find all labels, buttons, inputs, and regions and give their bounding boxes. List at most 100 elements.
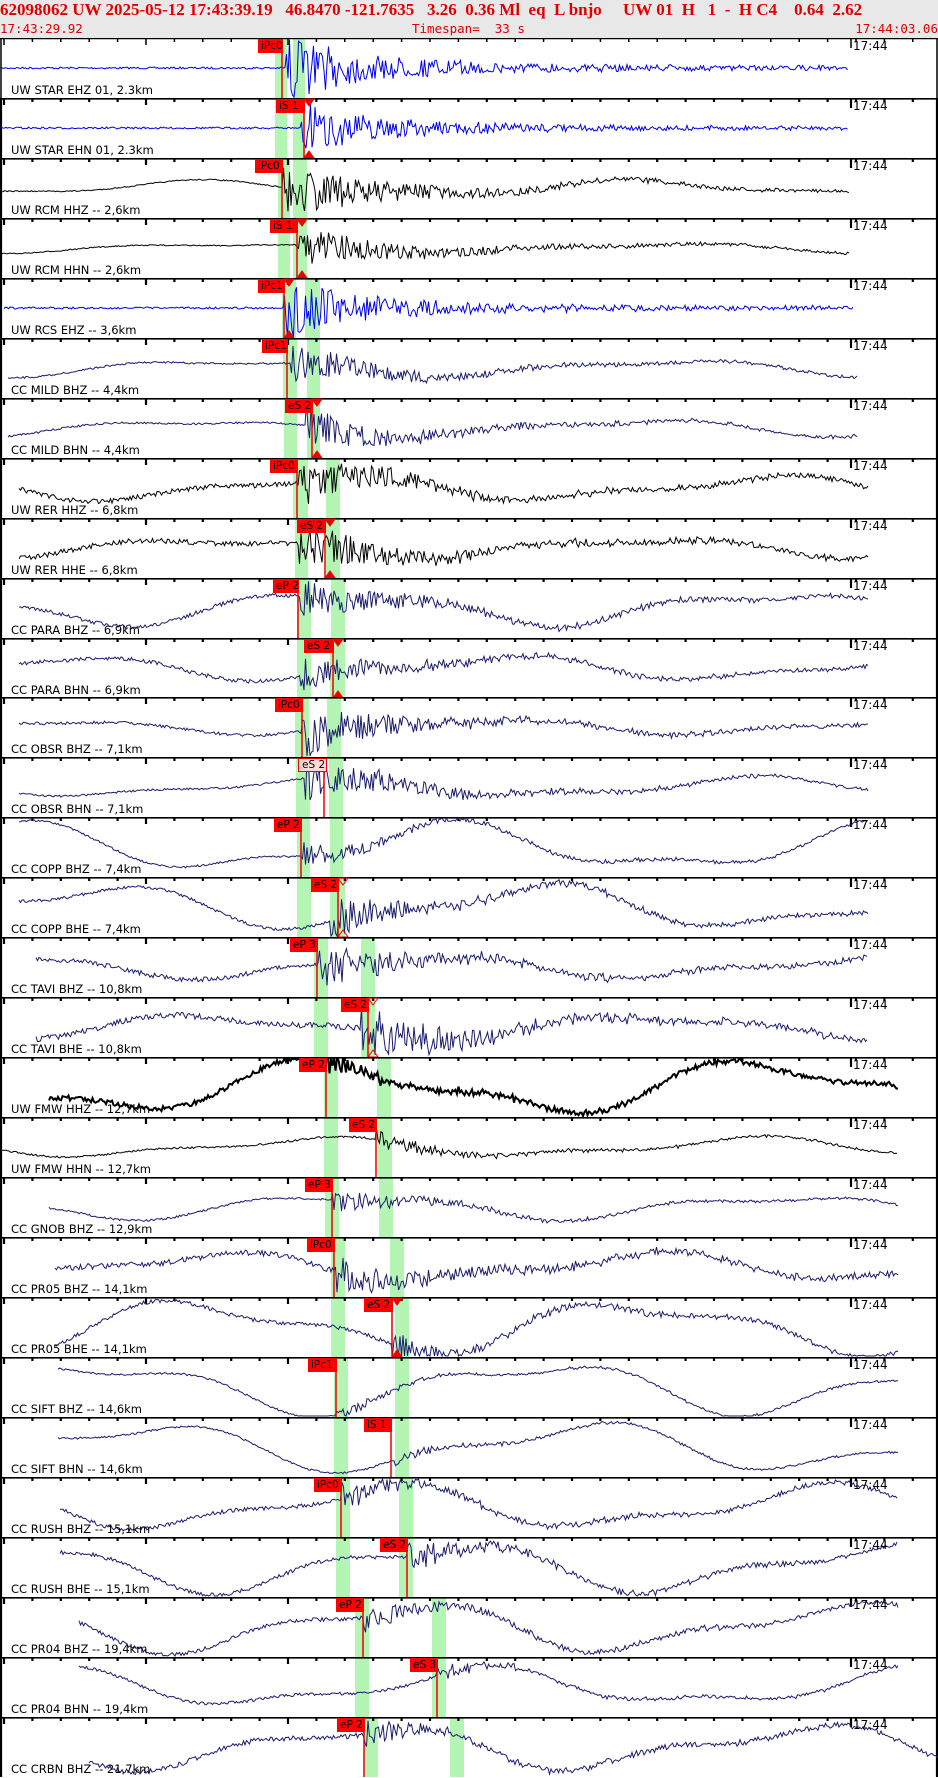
phase-pick-flag[interactable]: iPc1	[262, 339, 288, 353]
time-marker-label: 17:44	[853, 1058, 888, 1072]
phase-pick-flag[interactable]: eS 3	[410, 1658, 438, 1672]
trace-row[interactable]: CC COPP BHE -- 7,4km 17:44 eS 2	[0, 877, 938, 938]
station-label: CC OBSR BHZ -- 7,1km	[11, 742, 143, 756]
station-label: CC PARA BHN -- 6,9km	[11, 683, 141, 697]
trace-row[interactable]: CC GNOB BHZ -- 12,9km 17:44 eP 3	[0, 1177, 938, 1237]
seismogram-panel[interactable]: UW STAR EHZ 01, 2.3km 17:44 iPc0 UW STAR EH…	[0, 38, 938, 1778]
phase-pick-flag[interactable]: eP 2	[336, 1598, 364, 1612]
time-marker-label: 17:44	[853, 938, 888, 952]
station-label: CC TAVI BHE -- 10,8km	[11, 1042, 142, 1056]
trace-row[interactable]: CC RUSH BHZ -- 15,1km 17:44 iPc0	[0, 1477, 938, 1537]
phase-pick-flag[interactable]: iPc0	[314, 1478, 342, 1492]
trace-row[interactable]: UW FMW HHN -- 12,7km 17:44 eS 2	[0, 1117, 938, 1177]
station-label: UW STAR EHZ 01, 2.3km	[11, 83, 153, 97]
time-marker-label: 17:44	[853, 159, 888, 173]
station-label: CC OBSR BHN -- 7,1km	[11, 802, 144, 816]
station-label: CC PR04 BHN -- 19,4km	[11, 1702, 149, 1716]
trace-row[interactable]: CC PR05 BHZ -- 14,1km 17:44 iPc0	[0, 1237, 938, 1297]
trace-row[interactable]: CC PARA BHZ -- 6,9km 17:44 eP 2	[0, 578, 938, 638]
station-label: CC SIFT BHZ -- 14,6km	[11, 1402, 142, 1416]
event-header: 62098062 UW 2025-05-12 17:43:39.19 46.84…	[0, 0, 938, 38]
station-label: CC PR05 BHE -- 14,1km	[11, 1342, 147, 1356]
phase-pick-flag[interactable]: eS 2	[349, 1118, 377, 1132]
phase-pick-flag[interactable]: eP 3	[305, 1178, 333, 1192]
time-marker-label: 17:44	[853, 1358, 888, 1372]
station-label: CC GNOB BHZ -- 12,9km	[11, 1222, 153, 1236]
trace-row[interactable]: UW RER HHE -- 6,8km 17:44 eS 2	[0, 518, 938, 579]
trace-row[interactable]: UW RER HHZ -- 6,8km 17:44 iPc0	[0, 458, 938, 518]
time-marker-label: 17:44	[853, 1298, 888, 1312]
phase-pick-flag[interactable]: eP 3	[290, 938, 318, 952]
trace-row[interactable]: CC PR05 BHE -- 14,1km 17:44 eS 2	[0, 1297, 938, 1358]
time-marker-label: 17:44	[853, 519, 888, 533]
station-label: CC CRBN BHZ -- 21,7km	[11, 1762, 151, 1776]
phase-pick-flag[interactable]: eP 2	[337, 1718, 365, 1732]
trace-row[interactable]: CC MILD BHZ -- 4,4km 17:44 iPc1	[0, 338, 938, 398]
phase-pick-flag[interactable]: eS 2	[297, 519, 326, 533]
phase-pick-flag[interactable]: eS 2	[304, 639, 334, 653]
end-time: 17:44:03.06	[855, 21, 938, 36]
time-marker-label: 17:44	[853, 878, 888, 892]
phase-pick-flag[interactable]: eP 2	[299, 1058, 327, 1072]
time-marker-label: 17:44	[853, 279, 888, 293]
phase-pick-flag[interactable]: iPc1	[258, 279, 285, 293]
time-marker-label: 17:44	[853, 1238, 888, 1252]
phase-pick-flag[interactable]: eS 2	[285, 399, 313, 413]
trace-row[interactable]: CC PARA BHN -- 6,9km 17:44 eS 2	[0, 638, 938, 699]
phase-pick-flag[interactable]: iS 1	[270, 219, 298, 233]
station-label: CC TAVI BHZ -- 10,8km	[11, 982, 143, 996]
phase-pick-flag[interactable]: eP 2	[273, 579, 299, 593]
station-label: CC RUSH BHE -- 15,1km	[11, 1582, 150, 1596]
station-label: UW FMW HHZ -- 12,7km	[11, 1102, 151, 1116]
time-marker-label: 17:44	[853, 1478, 888, 1492]
phase-pick-flag[interactable]: eS 2	[341, 998, 369, 1012]
phase-pick-flag[interactable]: iS 1	[364, 1418, 392, 1432]
station-label: CC RUSH BHZ -- 15,1km	[11, 1522, 151, 1536]
time-marker-label: 17:44	[853, 579, 888, 593]
phase-pick-flag[interactable]: eS 2	[311, 878, 339, 892]
trace-row[interactable]: CC PR04 BHN -- 19,4km 17:44 eS 3	[0, 1657, 938, 1717]
time-marker-label: 17:44	[853, 1178, 888, 1192]
trace-row[interactable]: UW FMW HHZ -- 12,7km 17:44 eP 2	[0, 1057, 938, 1118]
time-marker-label: 17:44	[853, 1598, 888, 1612]
time-marker-label: 17:44	[853, 758, 888, 772]
trace-row[interactable]: CC CRBN BHZ -- 21,7km 17:44 eP 2	[0, 1717, 938, 1777]
phase-pick-flag[interactable]: iPc1	[308, 1358, 337, 1372]
time-marker-label: 17:44	[853, 39, 888, 53]
timespan: Timespan= 33 s	[412, 21, 525, 36]
time-marker-label: 17:44	[853, 459, 888, 473]
station-label: UW FMW HHN -- 12,7km	[11, 1162, 151, 1176]
phase-pick-flag[interactable]: iPc0	[275, 698, 303, 712]
trace-row[interactable]: CC SIFT BHN -- 14,6km 17:44 iS 1	[0, 1417, 938, 1477]
trace-row[interactable]: UW STAR EHZ 01, 2.3km 17:44 iPc0	[0, 38, 938, 99]
phase-pick-flag[interactable]: iPc0	[255, 159, 283, 173]
phase-pick-flag[interactable]: iPc0	[270, 459, 298, 473]
phase-pick-flag[interactable]: eS 2	[380, 1538, 408, 1552]
trace-row[interactable]: UW RCS EHZ -- 3,6km 17:44 iPc1	[0, 278, 938, 339]
phase-pick-flag[interactable]: iPc0	[258, 39, 283, 53]
station-label: CC MILD BHN -- 4,4km	[11, 443, 140, 457]
trace-row[interactable]: UW STAR EHN 01, 2.3km 17:44 iS 1	[0, 98, 938, 159]
trace-row[interactable]: CC TAVI BHE -- 10,8km 17:44 eS 2	[0, 997, 938, 1058]
time-marker-label: 17:44	[853, 1418, 888, 1432]
phase-pick-flag[interactable]: iPc0	[307, 1238, 335, 1252]
station-label: UW RCM HHZ -- 2,6km	[11, 203, 141, 217]
trace-row[interactable]: CC RUSH BHE -- 15,1km 17:44 eS 2	[0, 1537, 938, 1598]
trace-row[interactable]: CC SIFT BHZ -- 14,6km 17:44 iPc1	[0, 1357, 938, 1417]
trace-row[interactable]: UW RCM HHZ -- 2,6km 17:44 iPc0	[0, 158, 938, 218]
trace-row[interactable]: CC OBSR BHZ -- 7,1km 17:44 iPc0	[0, 697, 938, 757]
trace-row[interactable]: CC PR04 BHZ -- 19,4km 17:44 eP 2	[0, 1597, 938, 1657]
trace-row[interactable]: CC MILD BHN -- 4,4km 17:44 eS 2	[0, 398, 938, 459]
trace-row[interactable]: CC COPP BHZ -- 7,4km 17:44 eP 2	[0, 817, 938, 877]
trace-row[interactable]: CC TAVI BHZ -- 10,8km 17:44 eP 3	[0, 937, 938, 997]
station-label: UW RCM HHN -- 2,6km	[11, 263, 142, 277]
phase-pick-flag[interactable]: eS 2	[298, 758, 327, 772]
phase-pick-flag[interactable]: eS 2	[364, 1298, 393, 1312]
trace-row[interactable]: CC OBSR BHN -- 7,1km 17:44 eS 2	[0, 757, 938, 817]
trace-row[interactable]: UW RCM HHN -- 2,6km 17:44 iS 1	[0, 218, 938, 279]
station-label: UW STAR EHN 01, 2.3km	[11, 143, 154, 157]
phase-pick-flag[interactable]: eP 2	[274, 818, 302, 832]
time-marker-label: 17:44	[853, 219, 888, 233]
phase-pick-flag[interactable]: iS 1	[276, 99, 305, 113]
time-marker-label: 17:44	[853, 818, 888, 832]
